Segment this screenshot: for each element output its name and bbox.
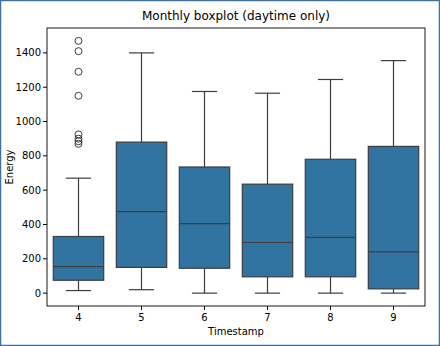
x-tick-label: 9 <box>390 312 396 323</box>
median <box>179 223 229 224</box>
whisker-low <box>267 277 268 293</box>
marks <box>53 37 418 293</box>
x-tick-label: 7 <box>264 312 270 323</box>
y-tick <box>43 155 47 156</box>
whisker-high <box>141 53 142 142</box>
x-tick-label: 6 <box>201 312 207 323</box>
y-tick-label: 800 <box>22 150 41 161</box>
y-tick <box>43 190 47 191</box>
median <box>116 211 166 212</box>
x-axis-label: Timestamp <box>207 326 264 337</box>
y-tick-label: 0 <box>35 288 41 299</box>
cap-low <box>66 290 91 291</box>
whisker-low <box>78 280 79 290</box>
cap-high <box>66 178 91 179</box>
y-tick-label: 600 <box>22 185 41 196</box>
cap-high <box>129 52 154 53</box>
whisker-high <box>330 79 331 159</box>
whisker-high <box>267 93 268 184</box>
cap-low <box>255 293 280 294</box>
x-tick-label: 5 <box>138 312 144 323</box>
x-tick <box>330 306 331 310</box>
whisker-high <box>78 178 79 236</box>
y-tick-label: 200 <box>22 253 41 264</box>
title: Monthly boxplot (daytime only) <box>142 9 330 23</box>
cap-high <box>255 93 280 94</box>
cap-low <box>129 289 154 290</box>
median <box>368 251 418 252</box>
y-tick <box>43 52 47 53</box>
median <box>53 266 103 267</box>
y-tick <box>43 258 47 259</box>
y-tick-label: 1000 <box>16 116 41 127</box>
outlier <box>75 131 82 138</box>
y-axis-label: Energy <box>4 149 15 184</box>
cap-high <box>381 60 406 61</box>
y-tick <box>43 224 47 225</box>
x-tick-label: 8 <box>327 312 333 323</box>
box <box>242 184 292 277</box>
box <box>305 159 355 277</box>
whisker-low <box>204 268 205 293</box>
outlier <box>75 92 82 99</box>
box <box>116 142 166 267</box>
x-tick <box>204 306 205 310</box>
x-tick <box>393 306 394 310</box>
cap-high <box>192 91 217 92</box>
chart: 0 200 400 600 800 1000 1200 1400 4 5 6 7 8 9 Monthly b… <box>0 0 440 346</box>
whisker-high <box>393 61 394 147</box>
x-tick-label: 4 <box>75 312 81 323</box>
outlier <box>75 37 82 44</box>
whisker-low <box>393 289 394 293</box>
whisker-low <box>141 267 142 289</box>
median <box>305 237 355 238</box>
outlier <box>75 68 82 75</box>
x-tick <box>267 306 268 310</box>
x-tick <box>78 306 79 310</box>
y-tick <box>43 87 47 88</box>
cap-low <box>381 293 406 294</box>
whisker-high <box>204 91 205 167</box>
box <box>368 146 418 288</box>
whisker-low <box>330 277 331 293</box>
cap-high <box>318 79 343 80</box>
x-tick <box>141 306 142 310</box>
y-tick <box>43 121 47 122</box>
box <box>179 167 229 268</box>
y-tick-label: 1200 <box>16 82 41 93</box>
outer-frame <box>1 1 440 346</box>
cap-low <box>318 293 343 294</box>
cap-low <box>192 293 217 294</box>
outlier <box>75 48 82 55</box>
median <box>242 242 292 243</box>
axes-frame <box>47 28 425 306</box>
y-tick <box>43 293 47 294</box>
y-tick-label: 400 <box>22 219 41 230</box>
y-tick-label: 1400 <box>16 47 41 58</box>
box <box>53 237 103 281</box>
